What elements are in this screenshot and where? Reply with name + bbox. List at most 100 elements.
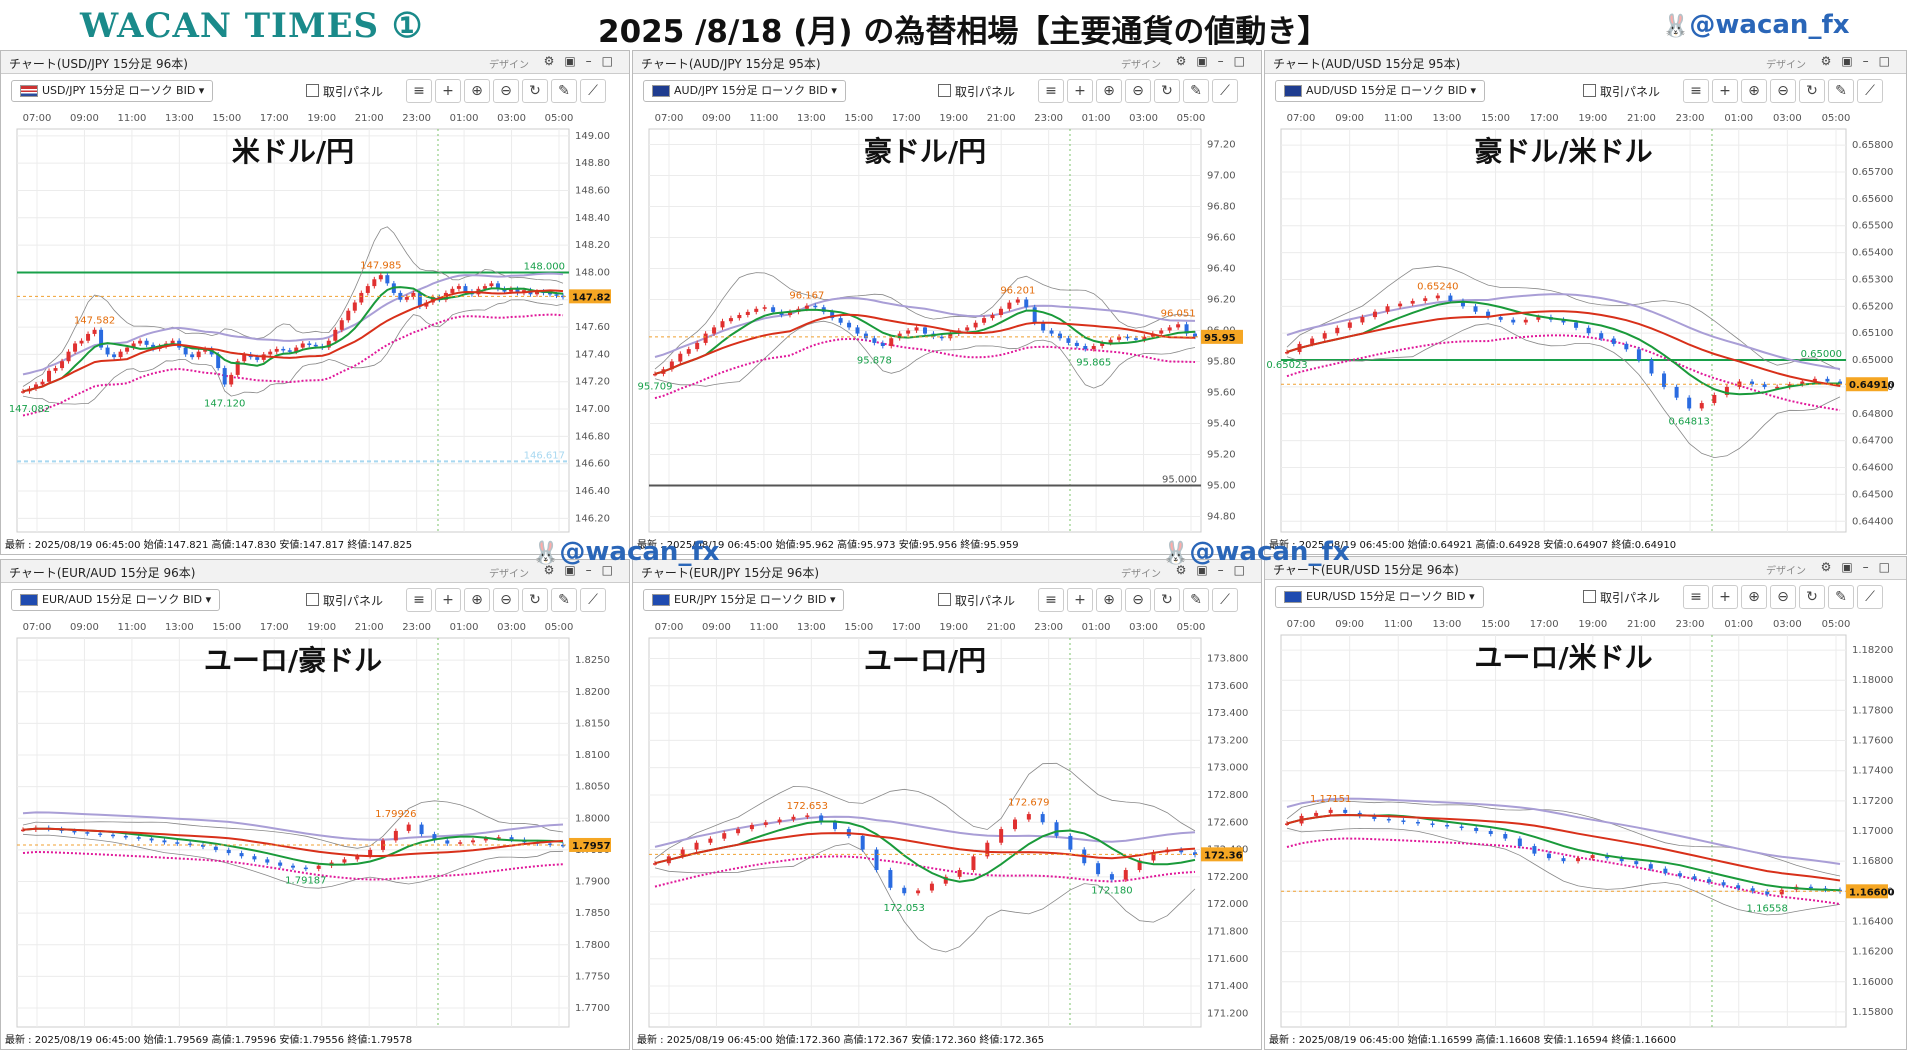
y-tick-label: 147.40: [575, 349, 610, 360]
design-label[interactable]: デザイン: [1121, 569, 1161, 580]
trade-panel-checkbox[interactable]: 取引パネル: [1583, 83, 1660, 100]
candle-body: [1117, 336, 1122, 340]
zoom-in-icon[interactable]: ⊕: [1741, 585, 1767, 609]
price-chart[interactable]: 07:00 09:00 11:00 13:00 15:00 17:00 19:00 21:00…: [633, 616, 1262, 1033]
indicator-icon[interactable]: ≡: [406, 588, 432, 612]
x-tick-label: 17:00: [260, 622, 289, 633]
candle-body: [72, 830, 77, 833]
crosshair-icon[interactable]: +: [1067, 588, 1093, 612]
refresh-icon[interactable]: ↻: [1799, 79, 1825, 103]
zoom-in-icon[interactable]: ⊕: [1096, 588, 1122, 612]
checkbox-icon[interactable]: [306, 84, 319, 97]
refresh-icon[interactable]: ↻: [522, 588, 548, 612]
high-low-annotation: 0.65240: [1417, 282, 1458, 293]
checkbox-icon[interactable]: [306, 593, 319, 606]
candle-body: [1068, 835, 1073, 850]
candle-body: [998, 308, 1003, 315]
x-tick-label: 17:00: [892, 113, 921, 124]
trade-panel-checkbox[interactable]: 取引パネル: [306, 592, 383, 609]
zoom-out-icon[interactable]: ⊖: [1770, 585, 1796, 609]
window-controls[interactable]: ⚙▣–□: [543, 563, 623, 577]
design-label[interactable]: デザイン: [1766, 60, 1806, 71]
x-tick-label: 19:00: [939, 622, 968, 633]
design-label[interactable]: デザイン: [1766, 566, 1806, 577]
x-tick-label: 15:00: [844, 113, 873, 124]
checkbox-icon[interactable]: [1583, 590, 1596, 603]
crosshair-icon[interactable]: +: [435, 79, 461, 103]
candle-body: [1385, 306, 1390, 312]
indicator-icon[interactable]: ≡: [1683, 79, 1709, 103]
window-controls[interactable]: ⚙▣–□: [1820, 560, 1900, 574]
design-label[interactable]: デザイン: [489, 60, 529, 71]
crosshair-icon[interactable]: +: [435, 588, 461, 612]
indicator-icon[interactable]: ≡: [1038, 79, 1064, 103]
trade-panel-checkbox[interactable]: 取引パネル: [1583, 589, 1660, 606]
ruler-icon[interactable]: ⟋: [1857, 585, 1883, 609]
window-controls[interactable]: ⚙▣–□: [543, 54, 623, 68]
zoom-out-icon[interactable]: ⊖: [1770, 79, 1796, 103]
indicator-icon[interactable]: ≡: [1038, 588, 1064, 612]
checkbox-icon[interactable]: [938, 84, 951, 97]
high-low-annotation: 147.985: [360, 260, 401, 271]
refresh-icon[interactable]: ↻: [1799, 585, 1825, 609]
zoom-in-icon[interactable]: ⊕: [1096, 79, 1122, 103]
checkbox-icon[interactable]: [1583, 84, 1596, 97]
symbol-select[interactable]: EUR/USD 15分足 ローソク BID ▾: [1275, 586, 1484, 608]
y-tick-label: 1.8050: [575, 782, 610, 793]
symbol-select[interactable]: AUD/JPY 15分足 ローソク BID ▾: [643, 80, 846, 102]
indicator-icon[interactable]: ≡: [1683, 585, 1709, 609]
ruler-icon[interactable]: ⟋: [580, 79, 606, 103]
symbol-select[interactable]: EUR/AUD 15分足 ローソク BID ▾: [11, 589, 221, 611]
zoom-out-icon[interactable]: ⊖: [1125, 79, 1151, 103]
symbol-select[interactable]: AUD/USD 15分足 ローソク BID ▾: [1275, 80, 1486, 102]
refresh-icon[interactable]: ↻: [522, 79, 548, 103]
ruler-icon[interactable]: ⟋: [1212, 588, 1238, 612]
pencil-icon[interactable]: ✎: [1828, 79, 1854, 103]
window-controls[interactable]: ⚙▣–□: [1175, 563, 1255, 577]
refresh-icon[interactable]: ↻: [1154, 588, 1180, 612]
x-tick-label: 03:00: [1773, 113, 1802, 124]
zoom-out-icon[interactable]: ⊖: [1125, 588, 1151, 612]
candle-body: [1590, 855, 1595, 859]
trade-panel-checkbox[interactable]: 取引パネル: [306, 83, 383, 100]
candle-body: [216, 354, 221, 369]
pencil-icon[interactable]: ✎: [1183, 588, 1209, 612]
ruler-icon[interactable]: ⟋: [580, 588, 606, 612]
price-chart[interactable]: 07:00 09:00 11:00 13:00 15:00 17:00 19:00 21:00…: [1, 616, 630, 1033]
chart-tools: ≡ + ⊕ ⊖ ↻ ✎ ⟋: [1683, 585, 1886, 609]
design-label[interactable]: デザイン: [1121, 60, 1161, 71]
pencil-icon[interactable]: ✎: [1828, 585, 1854, 609]
symbol-select[interactable]: EUR/JPY 15分足 ローソク BID ▾: [643, 589, 845, 611]
zoom-in-icon[interactable]: ⊕: [464, 588, 490, 612]
y-tick-label: 1.7750: [575, 971, 610, 982]
checkbox-icon[interactable]: [938, 593, 951, 606]
crosshair-icon[interactable]: +: [1712, 585, 1738, 609]
indicator-icon[interactable]: ≡: [406, 79, 432, 103]
pencil-icon[interactable]: ✎: [551, 588, 577, 612]
trade-panel-checkbox[interactable]: 取引パネル: [938, 83, 1015, 100]
y-tick-label: 0.65100: [1852, 328, 1893, 339]
price-chart[interactable]: 07:00 09:00 11:00 13:00 15:00 17:00 19:00 21:00…: [633, 107, 1262, 538]
zoom-in-icon[interactable]: ⊕: [1741, 79, 1767, 103]
trade-panel-checkbox[interactable]: 取引パネル: [938, 592, 1015, 609]
y-tick-label: 96.40: [1207, 264, 1236, 275]
crosshair-icon[interactable]: +: [1067, 79, 1093, 103]
refresh-icon[interactable]: ↻: [1154, 79, 1180, 103]
ruler-icon[interactable]: ⟋: [1857, 79, 1883, 103]
ruler-icon[interactable]: ⟋: [1212, 79, 1238, 103]
crosshair-icon[interactable]: +: [1712, 79, 1738, 103]
pencil-icon[interactable]: ✎: [1183, 79, 1209, 103]
zoom-out-icon[interactable]: ⊖: [493, 588, 519, 612]
window-controls[interactable]: ⚙▣–□: [1175, 54, 1255, 68]
price-chart[interactable]: 07:00 09:00 11:00 13:00 15:00 17:00 19:00 21:00…: [1265, 613, 1907, 1033]
zoom-out-icon[interactable]: ⊖: [493, 79, 519, 103]
window-controls[interactable]: ⚙▣–□: [1820, 54, 1900, 68]
pencil-icon[interactable]: ✎: [551, 79, 577, 103]
design-label[interactable]: デザイン: [489, 569, 529, 580]
flag-eu-icon: [1284, 591, 1302, 603]
price-chart[interactable]: 07:00 09:00 11:00 13:00 15:00 17:00 19:00 21:00…: [1265, 107, 1907, 538]
y-tick-label: 1.18200: [1852, 645, 1893, 656]
symbol-select[interactable]: USD/JPY 15分足 ローソク BID ▾: [11, 80, 214, 102]
zoom-in-icon[interactable]: ⊕: [464, 79, 490, 103]
price-chart[interactable]: 07:00 09:00 11:00 13:00 15:00 17:00 19:00 21:00…: [1, 107, 630, 538]
